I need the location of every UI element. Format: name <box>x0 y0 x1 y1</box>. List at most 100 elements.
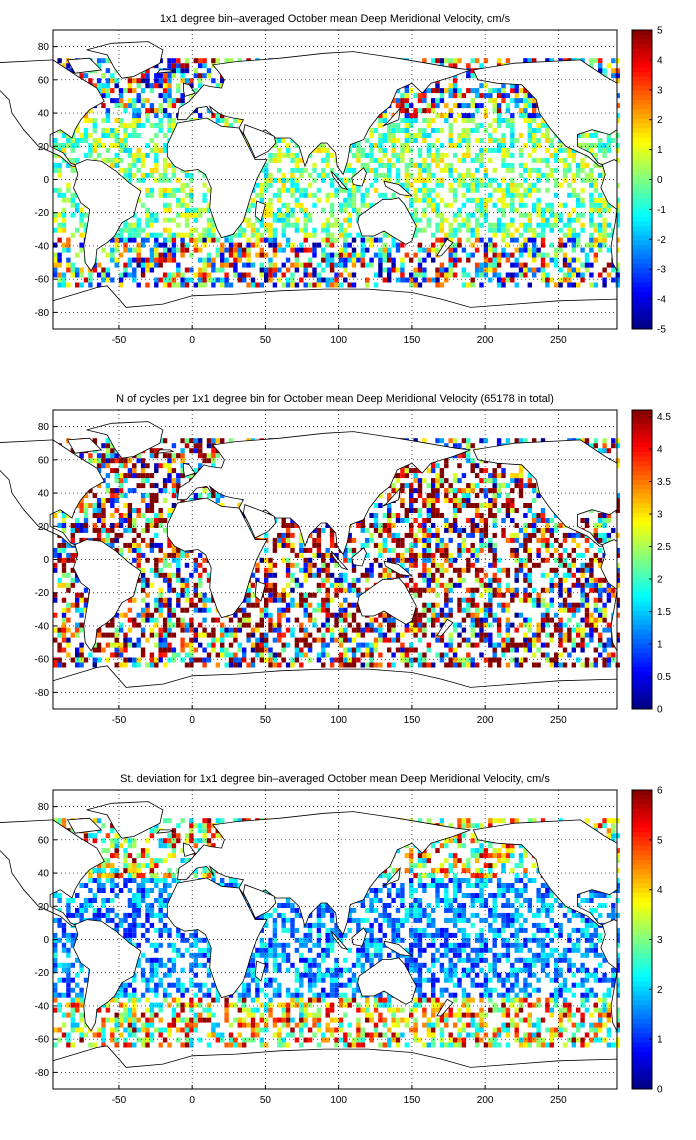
data-cell <box>127 627 133 633</box>
data-cell <box>127 227 133 233</box>
data-cell <box>145 222 150 228</box>
colorbar-segment <box>632 212 652 218</box>
data-cell <box>118 282 124 288</box>
data-cell <box>149 147 155 153</box>
data-cell <box>88 133 93 138</box>
data-cell <box>167 187 172 193</box>
data-cell <box>105 448 111 454</box>
data-cell <box>57 547 62 553</box>
data-cell <box>343 232 348 238</box>
data-cell <box>264 612 269 618</box>
data-cell <box>61 637 67 643</box>
data-cell <box>206 68 212 74</box>
data-cell <box>277 242 282 248</box>
data-cell <box>79 498 84 503</box>
data-cell <box>118 493 124 499</box>
data-cell <box>255 282 260 288</box>
y-tick-label: 80 <box>38 42 50 53</box>
data-cell <box>132 527 137 533</box>
data-cell <box>532 167 537 173</box>
data-cell <box>136 147 141 153</box>
data-cell <box>83 508 89 513</box>
data-cell <box>492 118 497 123</box>
data-cell <box>325 552 330 558</box>
data-cell <box>211 647 216 653</box>
data-cell <box>61 597 67 603</box>
data-cell <box>576 267 581 273</box>
data-cell <box>606 202 612 208</box>
data-cell <box>193 582 198 588</box>
data-cell <box>400 157 405 163</box>
data-cell <box>255 217 260 223</box>
data-cell <box>294 157 300 163</box>
data-cell <box>536 207 541 213</box>
data-cell <box>101 463 106 469</box>
data-cell <box>562 257 568 263</box>
data-cell <box>461 157 467 163</box>
data-cell <box>615 197 620 203</box>
data-cell <box>268 657 273 663</box>
data-cell <box>167 78 172 84</box>
data-cell <box>606 207 612 213</box>
data-cell <box>220 257 225 263</box>
data-cell <box>264 272 269 278</box>
data-cell <box>101 458 106 464</box>
data-cell <box>360 247 365 253</box>
data-cell <box>272 177 278 183</box>
data-cell <box>527 113 532 119</box>
data-cell <box>242 612 247 618</box>
data-cell <box>171 247 177 253</box>
data-cell <box>510 88 515 94</box>
data-cell <box>483 252 489 258</box>
data-cell <box>312 202 317 208</box>
data-cell <box>316 552 322 558</box>
data-cell <box>549 152 554 158</box>
data-cell <box>53 567 58 573</box>
data-cell <box>439 182 445 188</box>
data-cell <box>92 642 97 648</box>
data-cell <box>545 277 550 283</box>
data-cell <box>167 192 172 198</box>
data-cell <box>70 582 75 588</box>
data-cell <box>285 572 291 578</box>
data-cell <box>571 282 576 288</box>
data-cell <box>75 622 80 628</box>
data-cell <box>426 88 431 94</box>
map-svg: N of cycles per 1x1 degree bin for Octob… <box>0 393 671 726</box>
data-cell <box>228 242 234 248</box>
data-cell <box>360 257 365 263</box>
data-cell <box>316 572 322 578</box>
data-cell <box>224 282 229 288</box>
data-cell <box>246 207 251 213</box>
data-cell <box>457 242 462 248</box>
data-cell <box>395 277 401 283</box>
data-cell <box>145 217 150 223</box>
data-cell <box>369 133 374 138</box>
data-cell <box>404 187 409 193</box>
data-cell <box>536 138 541 143</box>
data-cell <box>312 592 317 598</box>
data-cell <box>312 252 317 258</box>
data-cell <box>325 602 330 608</box>
data-cell <box>158 118 163 123</box>
data-cell <box>61 272 67 278</box>
data-cell <box>211 58 216 64</box>
data-cell <box>281 537 286 543</box>
data-cell <box>417 133 423 138</box>
data-cell <box>193 247 198 253</box>
data-cell <box>378 267 383 273</box>
data-cell <box>435 58 440 64</box>
data-cell <box>189 93 194 99</box>
data-cell <box>202 272 207 278</box>
data-cell <box>329 212 335 218</box>
data-cell <box>158 463 163 469</box>
data-cell <box>589 217 594 223</box>
data-cell <box>492 98 497 104</box>
data-cell <box>105 133 111 138</box>
data-cell <box>105 622 111 628</box>
data-cell <box>589 167 594 173</box>
data-cell <box>413 217 418 223</box>
data-cell <box>488 133 493 138</box>
data-cell <box>171 257 177 263</box>
data-cell <box>149 657 155 663</box>
